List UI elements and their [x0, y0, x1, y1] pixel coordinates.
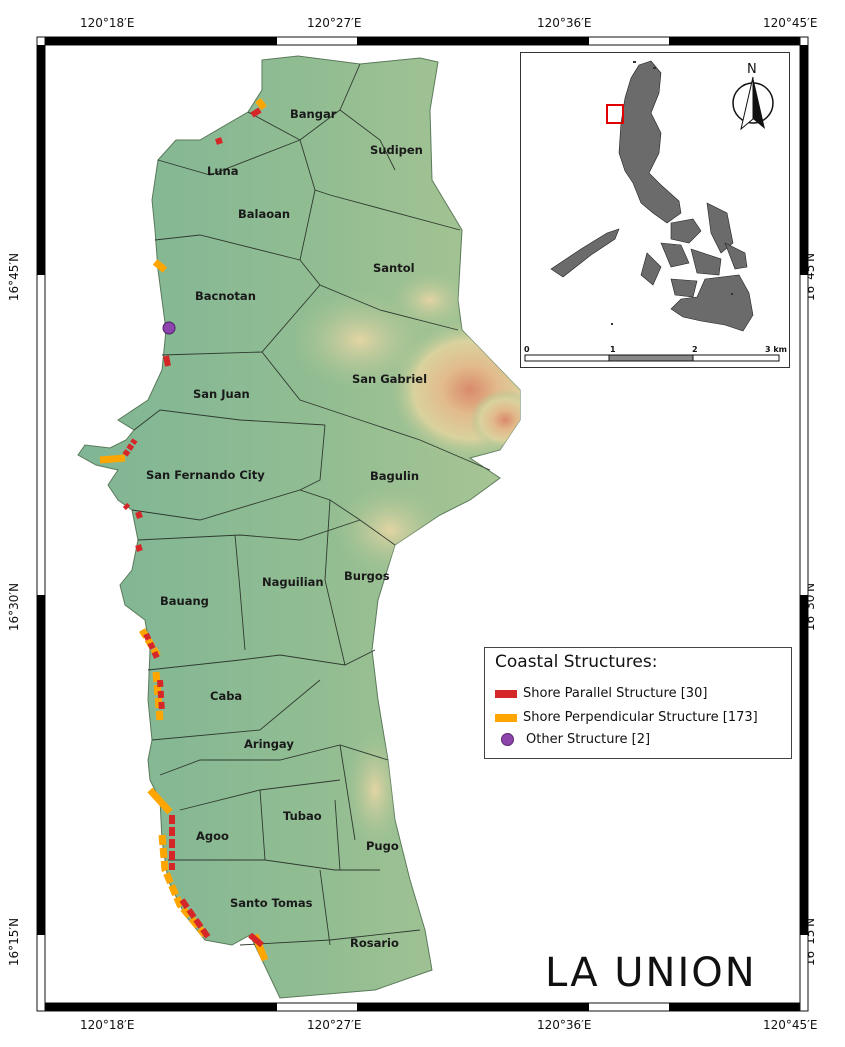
- scale-label-3: 3 km: [765, 345, 788, 354]
- label-agoo: Agoo: [196, 829, 229, 843]
- label-bauang: Bauang: [160, 594, 209, 608]
- coord-top-2: 120°27′E: [307, 16, 362, 30]
- north-arrow-icon: N: [732, 62, 774, 131]
- inset-map: N 0 1 2 3 km: [520, 52, 790, 368]
- coord-top-1: 120°18′E: [80, 16, 135, 30]
- inset-philippines: N: [524, 60, 780, 362]
- label-santo-tomas: Santo Tomas: [230, 896, 313, 910]
- coord-top-3: 120°36′E: [537, 16, 592, 30]
- municipal-boundaries: [131, 63, 491, 946]
- label-san-juan: San Juan: [193, 387, 250, 401]
- north-label: N: [747, 62, 757, 77]
- label-aringay: Aringay: [244, 737, 294, 751]
- map-title: LA UNION: [545, 950, 757, 996]
- label-rosario: Rosario: [350, 936, 399, 950]
- label-santol: Santol: [373, 261, 415, 275]
- orange-swatch-icon: [495, 713, 517, 722]
- shore-parallel-structures: [122, 107, 264, 948]
- scale-label-0: 0: [524, 345, 530, 354]
- scale-label-2: 2: [692, 345, 698, 354]
- municipality-labels: Bangar Sudipen Luna Balaoan Santol Bacno…: [146, 107, 427, 950]
- la-union-land: [77, 55, 521, 999]
- coord-bottom-4: 120°45′E: [763, 1018, 818, 1032]
- purple-dot-icon: [501, 733, 514, 746]
- label-balaoan: Balaoan: [238, 207, 290, 221]
- other-structure-marker: [162, 321, 176, 335]
- label-sudipen: Sudipen: [370, 143, 423, 157]
- scale-bar: [524, 354, 780, 362]
- coord-bottom-3: 120°36′E: [537, 1018, 592, 1032]
- label-bangar: Bangar: [290, 107, 337, 121]
- red-swatch-icon: [495, 689, 517, 698]
- label-san-fernando-city: San Fernando City: [146, 468, 265, 482]
- legend: Coastal Structures: Shore Parallel Struc…: [484, 647, 792, 759]
- legend-item-shore-perpendicular: Shore Perpendicular Structure [173]: [495, 710, 758, 725]
- scale-label-1: 1: [610, 345, 616, 354]
- label-luna: Luna: [207, 164, 238, 178]
- label-san-gabriel: San Gabriel: [352, 372, 427, 386]
- label-burgos: Burgos: [344, 569, 390, 583]
- legend-label: Other Structure [2]: [526, 732, 651, 747]
- coord-bottom-2: 120°27′E: [307, 1018, 362, 1032]
- map-frame: [36, 36, 809, 1012]
- label-pugo: Pugo: [366, 839, 399, 853]
- legend-item-other: Other Structure [2]: [495, 732, 650, 747]
- label-caba: Caba: [210, 689, 242, 703]
- legend-label: Shore Perpendicular Structure [173]: [523, 710, 758, 725]
- label-naguilian: Naguilian: [262, 575, 324, 589]
- la-union-locator: [606, 104, 624, 124]
- coord-bottom-1: 120°18′E: [80, 1018, 135, 1032]
- label-bagulin: Bagulin: [370, 469, 419, 483]
- label-tubao: Tubao: [283, 809, 322, 823]
- label-bacnotan: Bacnotan: [195, 289, 256, 303]
- legend-title: Coastal Structures:: [495, 652, 658, 672]
- legend-label: Shore Parallel Structure [30]: [523, 686, 708, 701]
- legend-item-shore-parallel: Shore Parallel Structure [30]: [495, 686, 707, 701]
- coord-top-4: 120°45′E: [763, 16, 818, 30]
